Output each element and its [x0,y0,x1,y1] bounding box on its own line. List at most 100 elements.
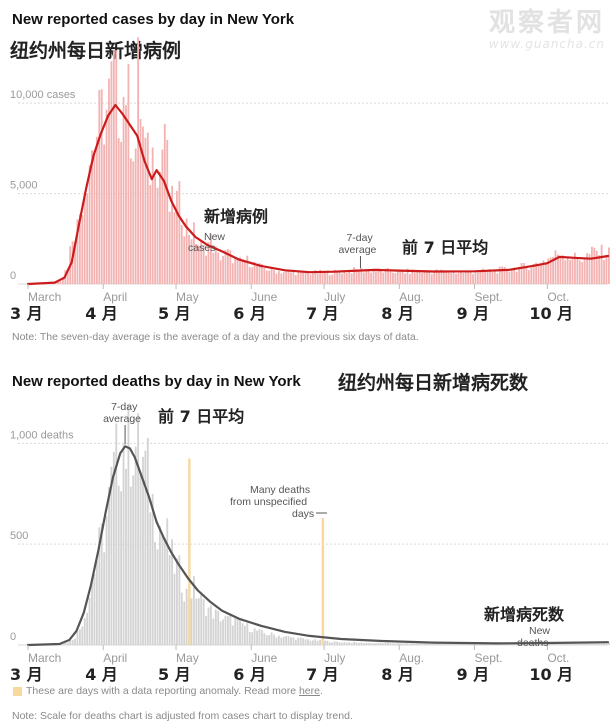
daily-bar [496,273,499,284]
daily-bar [161,149,164,284]
daily-bar [292,271,295,284]
daily-bar [226,616,229,645]
x-tick-label: April [103,651,127,665]
daily-bar [132,475,135,645]
daily-bar [333,641,336,645]
daily-bar [98,90,101,285]
daily-bar [127,404,130,645]
daily-bar [214,246,217,284]
x-tick-label-cn: 6 月 [233,665,266,684]
daily-bar [549,643,552,645]
daily-bar [61,644,64,645]
daily-bar [122,96,125,284]
daily-bar [207,607,210,645]
daily-bar [163,537,166,645]
daily-bar [217,611,220,645]
x-tick-label: June [251,290,277,304]
daily-bar [358,642,360,645]
daily-bar [282,272,285,284]
daily-bar [224,250,227,284]
daily-bar [243,625,246,645]
daily-bar [166,518,169,645]
x-tick-label: Aug. [399,290,424,304]
daily-bar [258,629,261,645]
daily-bar [287,270,290,284]
daily-bar [229,250,232,284]
daily-bar [120,141,123,284]
daily-bar [74,638,76,645]
daily-bar [496,644,499,645]
daily-bar [445,643,448,645]
daily-bar [491,644,494,645]
daily-bar [450,273,453,284]
daily-bar [185,588,188,645]
daily-bar [489,269,491,284]
daily-bar [574,642,576,645]
watermark-text: 观察者网 [488,8,605,38]
x-tick-label: July [324,651,345,665]
daily-bar [535,262,538,284]
daily-bar [578,260,581,284]
daily-bar [350,642,353,645]
daily-bar [86,612,89,645]
daily-bar [581,262,584,284]
daily-bar [433,271,436,284]
daily-bar [561,643,564,645]
daily-bar [207,242,210,284]
x-tick-label-cn: 5 月 [158,665,191,684]
daily-bar [508,271,511,284]
daily-bar [549,257,552,284]
daily-bar [515,271,518,284]
daily-bar [149,512,152,645]
daily-bar [219,621,222,645]
average-label: 7-day [346,232,373,244]
y-tick-label: 5,000 [10,180,38,192]
daily-bar [248,267,251,284]
death-average-label: 7-day [111,401,138,413]
daily-bar [275,637,278,645]
daily-bar [108,487,110,645]
daily-bar [270,267,273,284]
daily-bar [265,270,268,284]
daily-bar [370,272,373,284]
daily-bar [591,642,593,645]
daily-bar [382,643,385,645]
daily-bar [154,176,157,284]
daily-bar [503,267,506,284]
daily-bar [353,267,356,284]
daily-bar [231,625,234,645]
daily-bar [328,275,331,284]
daily-bar [413,643,416,645]
daily-bar [302,270,305,284]
daily-bar [139,472,142,645]
new-deaths-label: New [529,625,550,637]
daily-bar [277,635,280,645]
daily-bar [355,269,358,284]
daily-bar [547,258,550,284]
daily-bar [81,215,84,284]
daily-bar [523,263,525,284]
x-tick-label: Sept. [475,651,503,665]
daily-bar [581,643,584,645]
daily-bar [515,644,518,645]
daily-bar [151,493,154,645]
daily-bar [122,444,125,645]
daily-bar [144,450,147,645]
daily-bar [202,244,205,284]
daily-bar [311,640,314,645]
daily-bar [547,643,550,645]
daily-bar [205,255,207,284]
daily-bar [457,643,460,645]
daily-bar [348,642,351,645]
x-tick-label-cn: 7 月 [306,665,339,684]
daily-bar [146,437,149,645]
daily-bar [171,185,174,284]
daily-bar [273,270,275,284]
daily-bar [292,637,295,645]
daily-bar [338,642,341,645]
deaths-chart-note: Note: Scale for deaths chart is adjusted… [12,710,353,722]
daily-bar [462,272,465,284]
daily-bar [387,642,389,645]
read-more-link[interactable]: here [298,685,320,697]
daily-bar [307,639,309,645]
